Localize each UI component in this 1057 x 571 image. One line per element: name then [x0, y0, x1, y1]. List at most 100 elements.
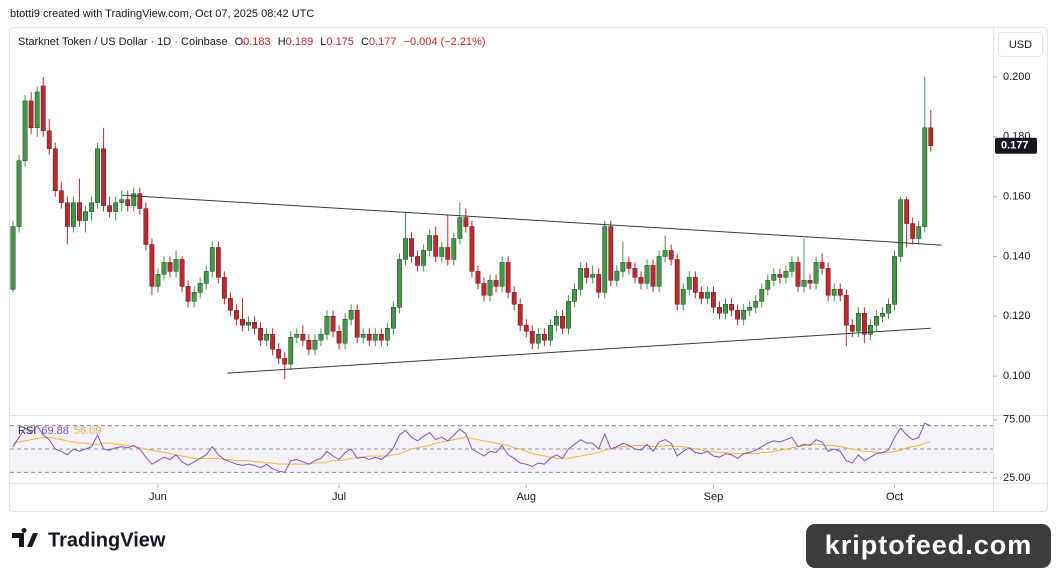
change: −0.004 (−2.21%): [404, 36, 486, 48]
candle-body: [493, 280, 499, 287]
x-tick-label: Jul: [332, 491, 346, 503]
candle-body: [765, 280, 771, 290]
ohlc-value: 0.189: [286, 36, 314, 48]
candle-body: [922, 127, 928, 227]
candle-body: [403, 238, 408, 260]
candle-body: [348, 310, 354, 320]
candle-body: [264, 334, 270, 341]
candle-body: [125, 199, 131, 206]
candle-body: [855, 313, 861, 332]
trend-line: [227, 327, 931, 374]
candle-body: [529, 331, 535, 344]
y-tick-label: 0.100: [1003, 370, 1031, 382]
candle-body: [439, 247, 445, 257]
candle-body: [161, 262, 167, 275]
candle-body: [511, 292, 517, 305]
candle-body: [910, 223, 916, 239]
rsi-line: [12, 422, 931, 473]
candle-body: [415, 256, 420, 266]
candle-body: [620, 262, 626, 272]
candle-body: [83, 211, 88, 221]
candle-body: [52, 148, 58, 191]
candle-body: [608, 226, 614, 281]
candle-body: [107, 205, 113, 212]
candle-body: [861, 313, 867, 335]
candle-body: [300, 334, 306, 341]
candle-body: [789, 262, 795, 272]
candle-body: [203, 271, 209, 284]
candle-body: [10, 226, 16, 290]
candle-body: [560, 316, 565, 329]
ohlc-key: O: [235, 36, 244, 48]
candle-body: [354, 310, 360, 338]
candle-body: [819, 262, 825, 269]
candle-body: [252, 322, 257, 329]
candle-body: [795, 262, 801, 287]
candle-body: [191, 292, 197, 302]
candle-body: [801, 280, 807, 287]
symbol: Starknet Token / US Dollar · 1D · Coinba…: [18, 36, 228, 48]
candle-body: [469, 226, 475, 272]
candle-body: [330, 316, 336, 332]
y-tick-label: 0.140: [1003, 250, 1031, 262]
candle-body: [704, 292, 710, 299]
x-tick-label: Aug: [516, 491, 536, 503]
candle-body: [336, 331, 342, 344]
candle-body: [596, 274, 602, 293]
candle-body: [119, 199, 125, 203]
candle-body: [421, 250, 427, 266]
candle-body: [457, 217, 463, 239]
candle-body: [384, 328, 390, 341]
candle-body: [70, 202, 76, 227]
currency-button[interactable]: [998, 32, 1043, 57]
rsi-legend: RSI 69.88 56.09: [18, 425, 101, 437]
candle-body: [34, 91, 40, 129]
candle-body: [771, 274, 777, 281]
candle-body: [306, 340, 312, 350]
last-price-label: 0.177: [1001, 140, 1029, 152]
candle-body: [318, 334, 324, 341]
candle-body: [451, 238, 457, 260]
candle-body: [481, 283, 487, 296]
candle-body: [735, 310, 740, 320]
rsi-ma-value: 56.09: [74, 425, 102, 437]
rsi-legend-text: RSI 69.88 56.09: [18, 425, 101, 437]
candle-body: [77, 202, 82, 221]
candle-body: [632, 268, 638, 278]
candle-body: [849, 325, 855, 332]
candle-body: [167, 262, 173, 272]
candle-body: [360, 334, 366, 338]
candle-body: [686, 277, 692, 290]
candle-body: [342, 319, 348, 344]
candle-body: [270, 334, 276, 350]
ohlc-value: 0.175: [326, 36, 354, 48]
candle-body: [566, 301, 571, 329]
candle-body: [16, 160, 22, 227]
candle-body: [197, 283, 203, 293]
candle-body: [837, 289, 843, 296]
candle-body: [46, 130, 52, 149]
candle-body: [892, 256, 897, 305]
candle-body: [807, 280, 813, 284]
ohlc-value: 0.183: [243, 36, 271, 48]
candle-body: [173, 259, 179, 272]
candle-body: [880, 313, 885, 317]
candle-body: [221, 277, 227, 299]
rsi-name: RSI: [18, 425, 36, 437]
candle-body: [668, 250, 674, 260]
ohlc-key: C: [361, 36, 369, 48]
candle-body: [825, 268, 831, 296]
ohlc-key: L: [320, 36, 326, 48]
x-tick-label: Sep: [704, 491, 724, 503]
candle-body: [89, 202, 94, 212]
currency[interactable]: USD: [1009, 39, 1032, 51]
candle-body: [874, 316, 879, 326]
ohlc-key: H: [278, 36, 286, 48]
candle-body: [258, 328, 263, 341]
candle-body: [759, 289, 765, 302]
candle-body: [372, 334, 378, 341]
logo: TradingView: [12, 527, 166, 551]
watermark: kriptofeed.com: [825, 530, 1033, 560]
candle-body: [276, 348, 282, 359]
candle-body: [234, 310, 239, 320]
